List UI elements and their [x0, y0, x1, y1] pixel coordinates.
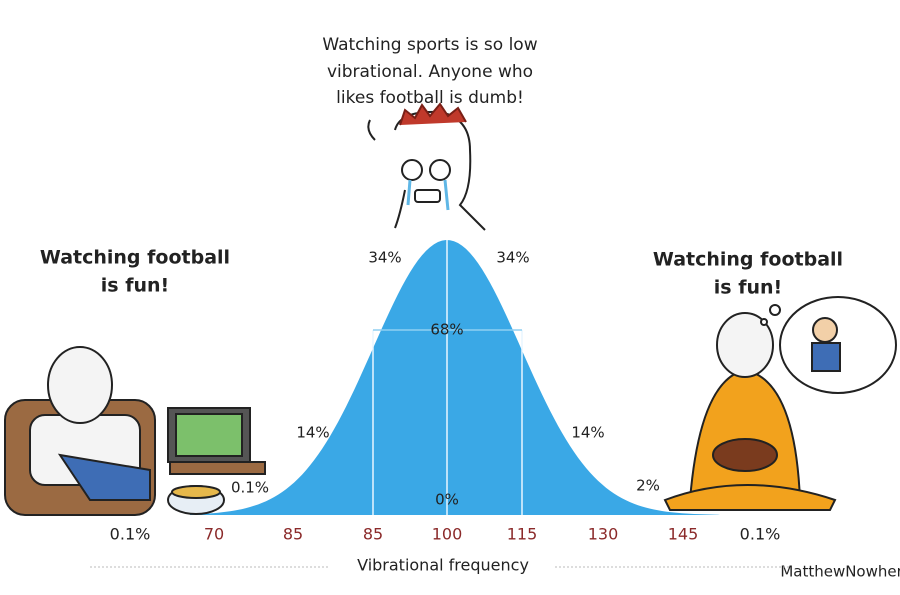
sigma-lines — [372, 240, 523, 515]
axis-label: 85 — [363, 525, 383, 544]
percent-label: 0.1% — [231, 479, 269, 497]
speech-line: vibrational. Anyone who — [327, 62, 533, 82]
percent-label: 0% — [435, 491, 459, 509]
axis-label: 70 — [204, 525, 224, 544]
watermark: MatthewNowhere — [780, 563, 900, 581]
axis-label: 145 — [668, 525, 699, 544]
caption-line: Watching football — [40, 247, 230, 269]
axis-label: 100 — [432, 525, 463, 544]
axis-label: 85 — [283, 525, 303, 544]
caption-line: is fun! — [714, 277, 782, 299]
percent-label: 2% — [636, 477, 660, 495]
caption-line: Watching football — [653, 249, 843, 271]
axis-label: 130 — [588, 525, 619, 544]
percent-label: 14% — [571, 424, 604, 442]
angry-wojak — [367, 102, 486, 231]
percent-label: 14% — [296, 424, 329, 442]
couch-guy — [4, 346, 266, 516]
axis-label: 0.1% — [740, 525, 781, 544]
caption-line: is fun! — [101, 275, 169, 297]
percent-label: 34% — [496, 249, 529, 267]
monk — [663, 296, 897, 511]
percent-label: 34% — [368, 249, 401, 267]
percent-label: 68% — [430, 321, 463, 339]
speech-line: Watching sports is so low — [322, 35, 537, 55]
speech-line: likes football is dumb! — [336, 88, 524, 108]
axis-title: Vibrational frequency — [357, 556, 529, 575]
bell-curve — [190, 240, 720, 515]
axis-label: 115 — [507, 525, 538, 544]
axis-label: 0.1% — [110, 525, 151, 544]
